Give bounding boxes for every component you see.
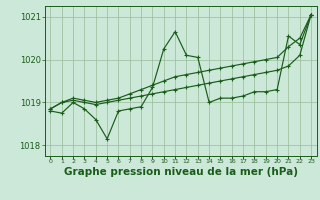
X-axis label: Graphe pression niveau de la mer (hPa): Graphe pression niveau de la mer (hPa) xyxy=(64,167,298,177)
